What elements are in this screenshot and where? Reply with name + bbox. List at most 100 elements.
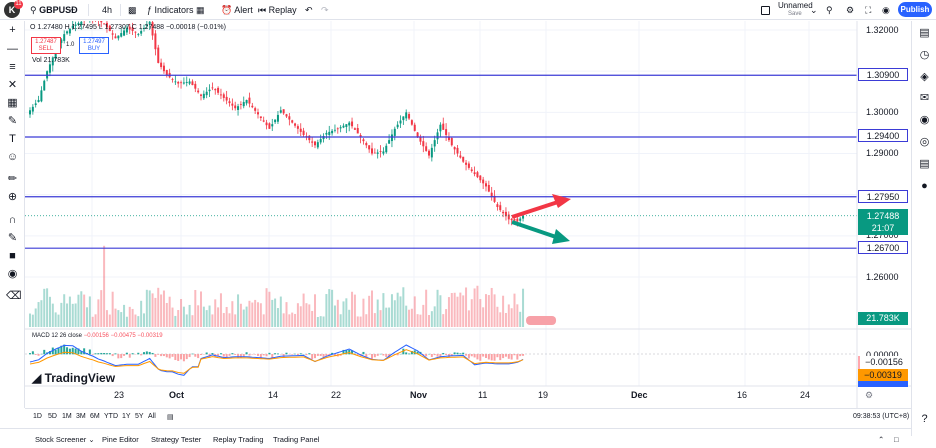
- alerts-clock-icon[interactable]: ◷: [919, 49, 930, 61]
- trendline-icon[interactable]: —: [7, 43, 18, 55]
- buy-button[interactable]: 1.27497 BUY: [79, 37, 109, 54]
- level-label[interactable]: 1.29400: [858, 129, 908, 142]
- volume-bar: [237, 294, 240, 327]
- snapshot-button[interactable]: ◉: [882, 3, 890, 17]
- tab-replay-trading[interactable]: Replay Trading: [213, 435, 264, 444]
- candle-body: [405, 112, 408, 119]
- patterns-icon[interactable]: ✕: [7, 79, 18, 91]
- watchlist-icon[interactable]: ▤: [919, 27, 930, 39]
- zoom-in-icon[interactable]: ⊕: [7, 191, 18, 203]
- level-label[interactable]: 1.27950: [858, 190, 908, 203]
- settings-button[interactable]: ⚙: [846, 3, 854, 17]
- chart-canvas[interactable]: [25, 21, 911, 408]
- timeframe-5d[interactable]: 5D: [48, 413, 57, 420]
- symbol-search-button[interactable]: ⚲ GBPUSD: [30, 3, 78, 17]
- magnet-icon[interactable]: ∩: [8, 214, 17, 226]
- maximize-panel-button[interactable]: □: [894, 435, 899, 444]
- axis-settings-button[interactable]: ⚙: [865, 390, 873, 401]
- level-label[interactable]: 1.26700: [858, 241, 908, 254]
- brush-icon[interactable]: ✎: [7, 115, 18, 127]
- templates-button[interactable]: ▦: [196, 3, 205, 17]
- timeframe-1d[interactable]: 1D: [33, 413, 42, 420]
- arrow-up-red[interactable]: [511, 194, 571, 219]
- volume-bar: [467, 310, 470, 327]
- volume-bar: [180, 299, 183, 327]
- clock-label[interactable]: 09:38:53 (UTC+8): [853, 413, 910, 420]
- timeframe-1m[interactable]: 1M: [62, 413, 72, 420]
- chat-icon[interactable]: ✉: [919, 92, 930, 104]
- eye-icon[interactable]: ◉: [7, 268, 18, 280]
- layout-dropdown[interactable]: ⌄: [810, 3, 818, 17]
- volume-bar: [168, 296, 171, 327]
- candle-body: [111, 33, 114, 35]
- notifications-icon[interactable]: ●: [921, 180, 928, 192]
- tab-stock-screener[interactable]: Stock Screener ⌄: [35, 435, 95, 444]
- volume-bar: [143, 313, 145, 327]
- ideas-icon[interactable]: ◉: [919, 114, 930, 126]
- interval-button[interactable]: 4h: [102, 5, 113, 15]
- add-symbol-button[interactable]: +: [70, 3, 75, 17]
- volume-bar: [502, 295, 505, 327]
- chevron-down-icon: ⌄: [810, 5, 818, 15]
- crosshair-icon[interactable]: +: [9, 24, 16, 36]
- macd-histogram-bar: [83, 348, 86, 355]
- level-label[interactable]: 1.30900: [858, 68, 908, 81]
- ruler-icon[interactable]: ✏: [7, 173, 18, 185]
- macd-histogram-bar: [328, 354, 331, 356]
- text-icon[interactable]: T: [9, 133, 16, 145]
- arrow-down-green[interactable]: [511, 220, 570, 244]
- timeframe-all[interactable]: All: [148, 413, 156, 420]
- search-icon: ⚲: [826, 5, 833, 15]
- publish-button[interactable]: Publish: [898, 2, 932, 17]
- macd-histogram-bar: [114, 353, 117, 355]
- candle-body: [399, 120, 402, 124]
- tab-trading-panel[interactable]: Trading Panel: [273, 435, 320, 444]
- volume-bar: [285, 302, 288, 327]
- trash-icon[interactable]: ⌫: [6, 290, 22, 302]
- emoji-icon[interactable]: ☺: [6, 151, 19, 163]
- layout-name[interactable]: Unnamed: [778, 1, 813, 10]
- timeframe-1y[interactable]: 1Y: [122, 413, 131, 420]
- prediction-icon[interactable]: ▦: [7, 97, 18, 109]
- sell-button[interactable]: 1.27487 SELL: [31, 37, 61, 54]
- quick-search-button[interactable]: ⚲: [826, 3, 833, 17]
- candle-body: [470, 169, 473, 171]
- timeframe-5y[interactable]: 5Y: [135, 413, 144, 420]
- calendar-icon[interactable]: ▤: [919, 158, 930, 170]
- layout-menu-button[interactable]: [761, 3, 770, 17]
- undo-button[interactable]: ↶: [305, 3, 313, 17]
- candle-body: [316, 142, 319, 148]
- alert-button[interactable]: ⏰ Alert: [221, 3, 253, 17]
- timeframe-6m[interactable]: 6M: [90, 413, 100, 420]
- signal-icon[interactable]: ◎: [919, 136, 930, 148]
- symbol-label: GBPUSD: [39, 5, 78, 15]
- candle-body: [282, 109, 285, 114]
- fullscreen-button[interactable]: ⛶: [865, 3, 871, 17]
- time-label: Nov: [410, 390, 428, 400]
- fib-retracement-icon[interactable]: ≡: [9, 61, 16, 73]
- sell-label: SELL: [38, 46, 54, 52]
- indicators-button[interactable]: ƒ Indicators: [147, 3, 194, 17]
- layers-icon[interactable]: ◈: [920, 71, 929, 83]
- chart-type-button[interactable]: ▩: [128, 3, 137, 17]
- volume-bar: [388, 307, 391, 327]
- tab-strategy-tester[interactable]: Strategy Tester: [151, 435, 202, 444]
- timeframe-ytd[interactable]: YTD: [104, 413, 118, 420]
- replay-button[interactable]: ⏮ Replay: [258, 3, 297, 17]
- help-icon[interactable]: ?: [921, 413, 928, 425]
- goto-date-button[interactable]: ▤: [167, 413, 174, 421]
- candle-body: [80, 21, 83, 25]
- volume-bar: [231, 301, 234, 327]
- tab-pine-editor[interactable]: Pine Editor: [102, 435, 139, 444]
- macd-histogram-bar: [259, 354, 262, 359]
- candle-body: [191, 81, 194, 86]
- lock-drawing-icon[interactable]: ✎: [7, 232, 18, 244]
- timeframe-3m[interactable]: 3M: [76, 413, 86, 420]
- macd-histogram-bar: [487, 354, 490, 360]
- macd-histogram-bar: [160, 354, 163, 357]
- volume-bar: [63, 294, 66, 327]
- lock-icon[interactable]: ■: [9, 250, 16, 262]
- macd-histogram-bar: [362, 351, 365, 355]
- redo-button[interactable]: ↷: [321, 3, 329, 17]
- collapse-panel-button[interactable]: ⌃: [878, 435, 884, 444]
